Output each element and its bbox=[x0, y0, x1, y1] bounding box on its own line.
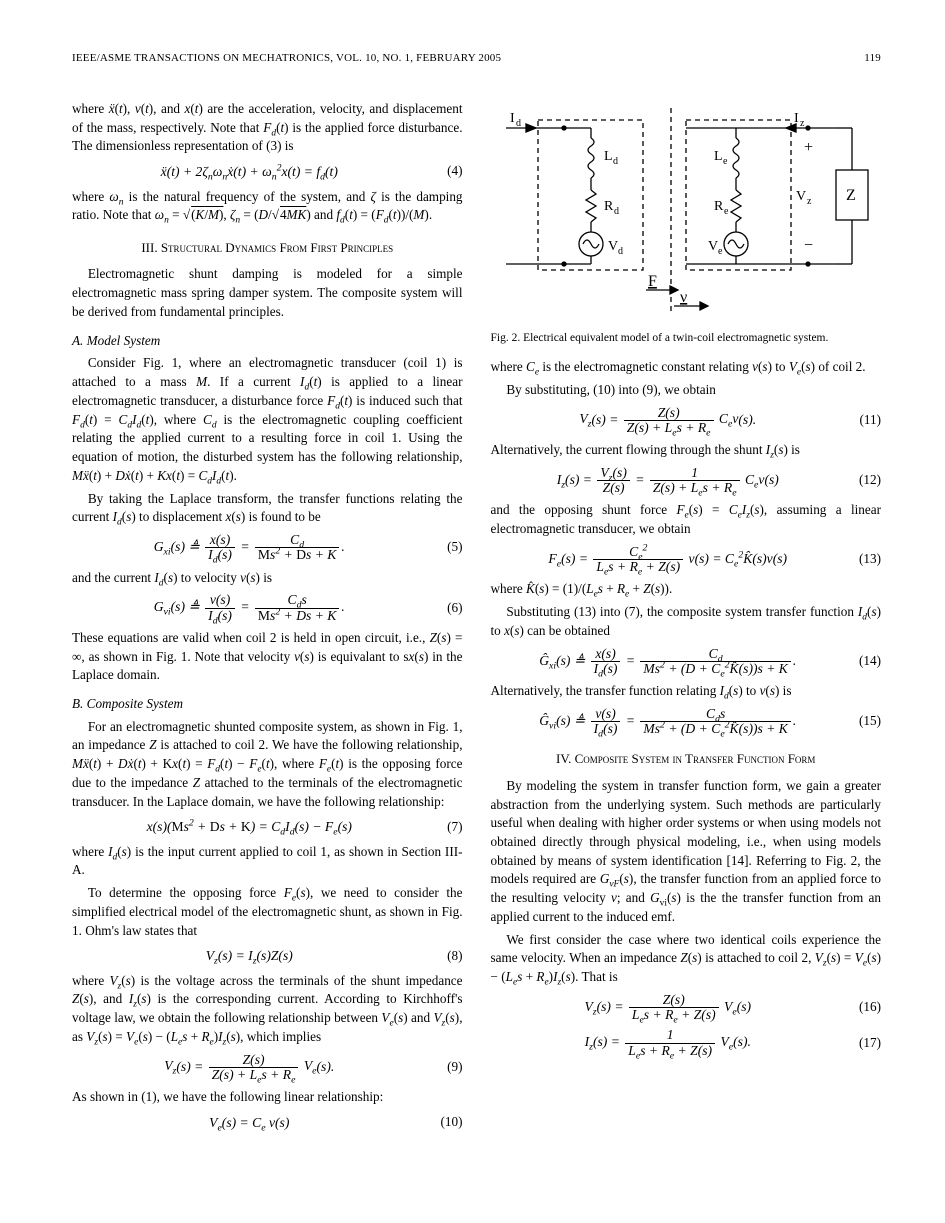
equation-number: (12) bbox=[845, 471, 881, 490]
running-header: IEEE/ASME TRANSACTIONS ON MECHATRONICS, … bbox=[72, 52, 881, 64]
page: IEEE/ASME TRANSACTIONS ON MECHATRONICS, … bbox=[0, 0, 945, 1178]
svg-text:R: R bbox=[604, 199, 614, 214]
equation-number: (5) bbox=[427, 538, 463, 557]
svg-text:L: L bbox=[604, 149, 613, 164]
figure-2: I d Ld Rd bbox=[491, 100, 882, 324]
svg-text:e: e bbox=[724, 206, 729, 217]
equation-number: (6) bbox=[427, 599, 463, 618]
paragraph: where K̂(s) = (1)/(Les + Re + Z(s)). bbox=[491, 580, 882, 599]
subsection-heading: A. Model System bbox=[72, 332, 463, 351]
paragraph: where Vz(s) is the voltage across the te… bbox=[72, 972, 463, 1047]
equation-number: (17) bbox=[845, 1034, 881, 1053]
paragraph: and the current Id(s) to velocity ν(s) i… bbox=[72, 569, 463, 588]
svg-text:d: d bbox=[614, 206, 619, 217]
figure-caption: Fig. 2. Electrical equivalent model of a… bbox=[491, 330, 882, 346]
equation-number: (16) bbox=[845, 998, 881, 1017]
equation-number: (4) bbox=[427, 162, 463, 181]
svg-text:R: R bbox=[714, 199, 724, 214]
paragraph: By substituting, (10) into (9), we obtai… bbox=[491, 381, 882, 400]
paragraph: We first consider the case where two ide… bbox=[491, 931, 882, 987]
paragraph: For an electromagnetic shunted composite… bbox=[72, 718, 463, 812]
paragraph: where ωn is the natural frequency of the… bbox=[72, 188, 463, 225]
paragraph: where ẍ(t), ν(t), and x(t) are the accel… bbox=[72, 100, 463, 156]
equation-10: Ve(s) = Ce ν(s) (10) bbox=[72, 1113, 463, 1132]
equation-9: Vz(s) = Z(s)Z(s) + Les + Re Ve(s). (9) bbox=[72, 1053, 463, 1083]
svg-text:V: V bbox=[796, 189, 806, 204]
equation-4: ẍ(t) + 2ζnωnẋ(t) + ωn2x(t) = fd(t) (4) bbox=[72, 162, 463, 181]
svg-text:+: + bbox=[804, 139, 813, 156]
equation-number: (13) bbox=[845, 550, 881, 569]
equation-11: Vz(s) = Z(s)Z(s) + Les + Re Ceν(s). (11) bbox=[491, 406, 882, 436]
equation-number: (10) bbox=[427, 1113, 463, 1132]
paragraph: By taking the Laplace transform, the tra… bbox=[72, 490, 463, 527]
equation-17: Iz(s) = 1Les + Re + Z(s) Ve(s). (17) bbox=[491, 1028, 882, 1058]
equation-15: Ĝνi(s) ≜ ν(s)Id(s) = CdsMs2 + (D + Ce2K̂… bbox=[491, 707, 882, 737]
svg-text:I: I bbox=[794, 111, 799, 126]
equation-13: Fe(s) = Ce2Les + Re + Z(s) ν(s) = Ce2K̂(… bbox=[491, 545, 882, 575]
equation-number: (7) bbox=[427, 818, 463, 837]
paragraph: where Ce is the electromagnetic constant… bbox=[491, 358, 882, 377]
paragraph: Electromagnetic shunt damping is modeled… bbox=[72, 265, 463, 321]
paragraph: These equations are valid when coil 2 is… bbox=[72, 629, 463, 685]
svg-text:I: I bbox=[510, 111, 515, 126]
svg-text:e: e bbox=[718, 246, 723, 257]
equation-14: Ĝxi(s) ≜ x(s)Id(s) = CdMs2 + (D + Ce2K̂(… bbox=[491, 647, 882, 677]
paragraph: As shown in (1), we have the following l… bbox=[72, 1088, 463, 1107]
svg-text:L: L bbox=[714, 149, 723, 164]
equation-7: x(s)(Ms2 + Ds + K) = CdId(s) − Fe(s) (7) bbox=[72, 817, 463, 836]
paragraph: By modeling the system in transfer funct… bbox=[491, 777, 882, 927]
svg-text:ν: ν bbox=[680, 289, 687, 306]
svg-text:z: z bbox=[800, 118, 805, 129]
equation-6: Gνi(s) ≜ ν(s)Id(s) = CdsMs2 + Ds + K. (6… bbox=[72, 593, 463, 623]
equation-number: (9) bbox=[427, 1058, 463, 1077]
page-number: 119 bbox=[864, 52, 881, 64]
two-column-layout: where ẍ(t), ν(t), and x(t) are the accel… bbox=[72, 100, 881, 1138]
section-heading: IV. Composite System in Transfer Functio… bbox=[491, 750, 882, 768]
equation-16: Vz(s) = Z(s)Les + Re + Z(s) Ve(s) (16) bbox=[491, 993, 882, 1023]
right-column: I d Ld Rd bbox=[491, 100, 882, 1138]
svg-text:e: e bbox=[723, 156, 728, 167]
paragraph: Consider Fig. 1, where an electromagneti… bbox=[72, 354, 463, 485]
paragraph: Alternatively, the current flowing throu… bbox=[491, 441, 882, 460]
paragraph: To determine the opposing force Fe(s), w… bbox=[72, 884, 463, 940]
svg-text:F: F bbox=[648, 273, 657, 290]
paragraph: Substituting (13) into (7), the composit… bbox=[491, 603, 882, 640]
svg-text:V: V bbox=[608, 239, 618, 254]
paragraph: where Id(s) is the input current applied… bbox=[72, 843, 463, 880]
equation-number: (15) bbox=[845, 712, 881, 731]
section-heading: III. Structural Dynamics From First Prin… bbox=[72, 239, 463, 257]
svg-text:z: z bbox=[807, 196, 812, 207]
subsection-heading: B. Composite System bbox=[72, 695, 463, 714]
svg-text:d: d bbox=[618, 246, 623, 257]
circuit-diagram-icon: I d Ld Rd bbox=[496, 100, 876, 318]
equation-number: (11) bbox=[845, 411, 881, 430]
journal-title: IEEE/ASME TRANSACTIONS ON MECHATRONICS, … bbox=[72, 52, 501, 64]
equation-number: (8) bbox=[427, 947, 463, 966]
equation-5: Gxi(s) ≜ x(s)Id(s) = CdMs2 + Ds + K. (5) bbox=[72, 533, 463, 563]
paragraph: Alternatively, the transfer function rel… bbox=[491, 682, 882, 701]
svg-text:Z: Z bbox=[846, 187, 856, 204]
equation-number: (14) bbox=[845, 652, 881, 671]
svg-text:−: − bbox=[804, 237, 813, 254]
svg-text:d: d bbox=[516, 118, 521, 129]
equation-12: Iz(s) = Vz(s)Z(s) = 1Z(s) + Les + Re Ceν… bbox=[491, 466, 882, 496]
equation-8: Vz(s) = Iz(s)Z(s) (8) bbox=[72, 946, 463, 965]
svg-text:d: d bbox=[613, 156, 618, 167]
paragraph: and the opposing shunt force Fe(s) = CeI… bbox=[491, 501, 882, 538]
left-column: where ẍ(t), ν(t), and x(t) are the accel… bbox=[72, 100, 463, 1138]
svg-text:V: V bbox=[708, 239, 718, 254]
